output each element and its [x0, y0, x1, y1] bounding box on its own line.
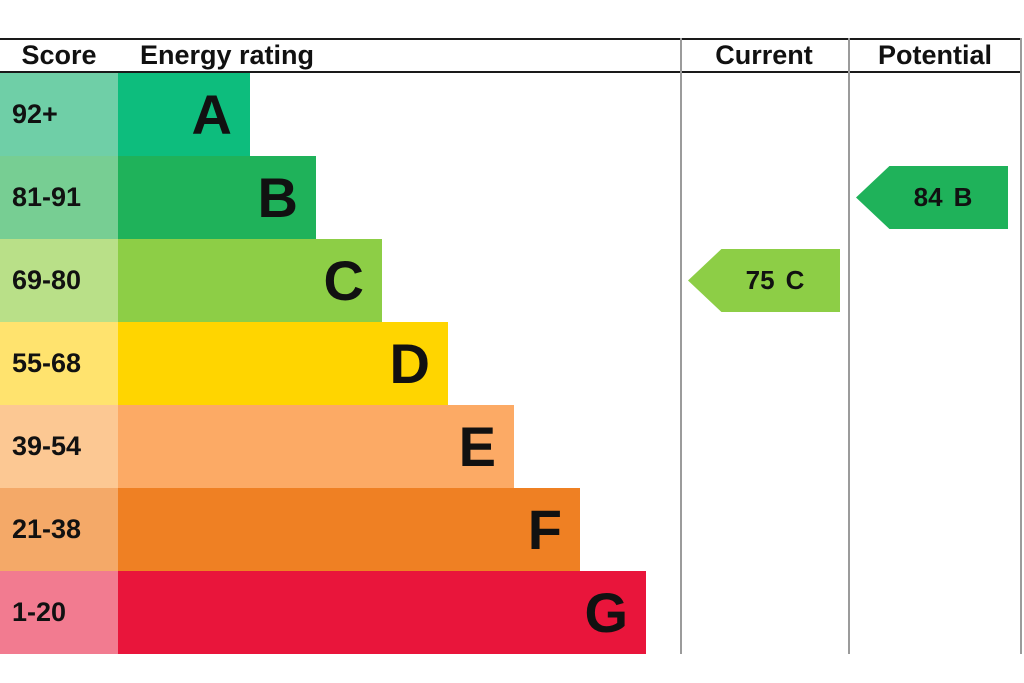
band-row-g: 1-20 G	[0, 571, 1022, 654]
rating-bar: F	[118, 488, 580, 571]
bar-area: C	[118, 239, 680, 322]
rating-bar: A	[118, 73, 250, 156]
band-row-d: 55-68 D	[0, 322, 1022, 405]
rating-bar: G	[118, 571, 646, 654]
current-column-divider	[680, 38, 682, 654]
score-cell: 69-80	[0, 239, 118, 322]
rating-bar: E	[118, 405, 514, 488]
potential-rating-value: 84	[913, 182, 943, 212]
score-cell: 55-68	[0, 322, 118, 405]
potential-column-divider	[848, 38, 850, 654]
header-divider-line	[0, 71, 1022, 73]
current-cell	[680, 73, 848, 156]
bar-area: A	[118, 73, 680, 156]
chart-top-border	[0, 38, 1022, 40]
rating-bar: D	[118, 322, 448, 405]
current-cell	[680, 571, 848, 654]
potential-cell	[848, 322, 1022, 405]
current-cell	[680, 488, 848, 571]
band-row-b: 81-91 B	[0, 156, 1022, 239]
score-cell: 92+	[0, 73, 118, 156]
current-rating-arrow: 75 C	[688, 249, 840, 312]
band-row-e: 39-54 E	[0, 405, 1022, 488]
score-cell: 39-54	[0, 405, 118, 488]
potential-rating-arrow: 84 B	[856, 166, 1008, 229]
current-rating-letter: C	[785, 265, 805, 295]
potential-cell	[848, 488, 1022, 571]
potential-cell	[848, 571, 1022, 654]
score-cell: 1-20	[0, 571, 118, 654]
band-letter: E	[458, 414, 496, 478]
rating-bands: 92+ A 81-91 B 69-80 C	[0, 73, 1022, 654]
potential-rating-letter: B	[953, 182, 973, 212]
rating-bar: C	[118, 239, 382, 322]
header-score: Score	[21, 40, 97, 70]
band-letter: F	[527, 497, 562, 561]
potential-cell	[848, 405, 1022, 488]
score-cell: 21-38	[0, 488, 118, 571]
right-border-line	[1020, 38, 1022, 654]
score-cell: 81-91	[0, 156, 118, 239]
bar-area: B	[118, 156, 680, 239]
current-cell	[680, 156, 848, 239]
bar-area: E	[118, 405, 680, 488]
band-letter: D	[389, 331, 430, 395]
current-rating-value: 75	[745, 265, 775, 295]
band-row-a: 92+ A	[0, 73, 1022, 156]
bar-area: G	[118, 571, 680, 654]
table-header: Score Energy rating Current Potential	[0, 40, 1022, 71]
band-row-c: 69-80 C	[0, 239, 1022, 322]
band-letter: G	[584, 580, 628, 644]
bar-area: F	[118, 488, 680, 571]
header-current: Current	[715, 40, 813, 70]
header-energy-rating: Energy rating	[140, 40, 315, 70]
potential-cell	[848, 239, 1022, 322]
current-cell	[680, 405, 848, 488]
band-letter: C	[323, 248, 364, 312]
bar-area: D	[118, 322, 680, 405]
band-letter: B	[257, 165, 298, 229]
band-row-f: 21-38 F	[0, 488, 1022, 571]
rating-bar: B	[118, 156, 316, 239]
header-potential: Potential	[877, 40, 992, 70]
band-letter: A	[191, 82, 232, 146]
current-cell	[680, 322, 848, 405]
potential-cell	[848, 73, 1022, 156]
